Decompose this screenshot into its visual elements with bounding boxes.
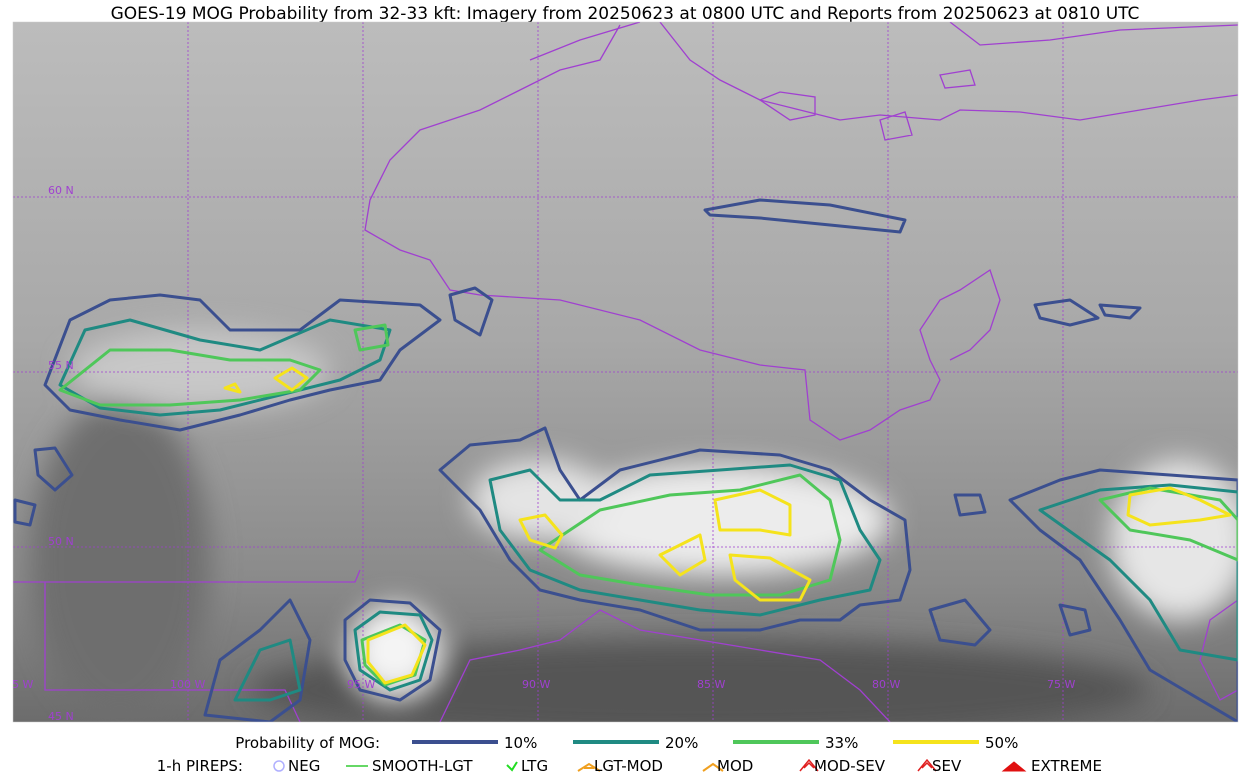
legend-label: 33% xyxy=(825,734,858,752)
legend-label: 50% xyxy=(985,734,1018,752)
pirep-symbol xyxy=(917,758,937,772)
pirep-symbol xyxy=(577,762,601,772)
legend-title: Probability of MOG: xyxy=(235,734,380,752)
legend-label: 20% xyxy=(665,734,698,752)
lon-label: 95 W xyxy=(347,678,375,691)
pirep-label: SMOOTH-LGT xyxy=(372,757,473,775)
pirep-symbol xyxy=(1001,761,1027,772)
lon-label: 105 W xyxy=(0,678,33,691)
pirep-label: LGT-MOD xyxy=(594,757,663,775)
lon-label: 100 W xyxy=(170,678,205,691)
mog-contours xyxy=(13,198,1238,722)
lon-label: 75 W xyxy=(1047,678,1075,691)
lon-label: 90 W xyxy=(522,678,550,691)
lon-label: 80 W xyxy=(872,678,900,691)
title: GOES-19 MOG Probability from 32-33 kft: … xyxy=(111,4,1140,24)
pirep-symbol xyxy=(506,761,518,772)
pirep-label: LTG xyxy=(521,757,548,775)
lon-label: 85 W xyxy=(697,678,725,691)
coastlines xyxy=(13,22,1238,722)
graticule xyxy=(13,22,1238,722)
pirep-label: MOD xyxy=(717,757,753,775)
lat-label: 45 N xyxy=(48,710,74,723)
grid-labels: 60 N 55 N 50 N 45 N 105 W 100 W 95 W 90 … xyxy=(0,184,1075,723)
pirep-symbol xyxy=(273,760,285,772)
pirep-symbol xyxy=(702,762,724,772)
lat-label: 60 N xyxy=(48,184,74,197)
legend-title: 1-h PIREPS: xyxy=(157,757,243,775)
pirep-symbol xyxy=(799,758,819,772)
pirep-label: SEV xyxy=(932,757,962,775)
pirep-label: MOD-SEV xyxy=(814,757,886,775)
lat-label: 55 N xyxy=(48,359,74,372)
pirep-label: EXTREME xyxy=(1031,757,1102,775)
map: 60 N 55 N 50 N 45 N 105 W 100 W 95 W 90 … xyxy=(0,22,1238,723)
legend: Probability of MOG: 1-h PIREPS: 10% 20% 33… xyxy=(157,734,1102,775)
lat-label: 50 N xyxy=(48,535,74,548)
pirep-label: NEG xyxy=(288,757,320,775)
legend-label: 10% xyxy=(504,734,537,752)
